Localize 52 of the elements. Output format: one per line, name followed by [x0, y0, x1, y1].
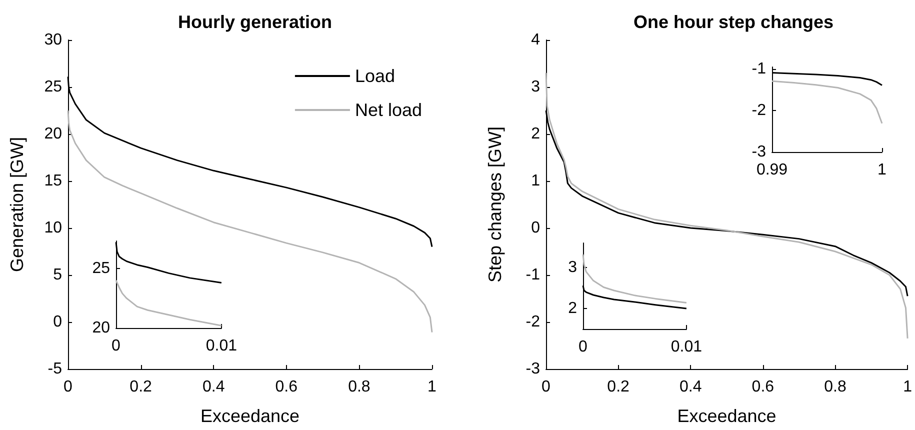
x-tick-label: 0.4: [679, 378, 702, 396]
line-series: [115, 280, 222, 326]
y-tick-label: 2: [531, 126, 540, 142]
y-tick-label: 10: [44, 220, 62, 236]
chart-title: Hourly generation: [178, 12, 332, 32]
y-tick-label: -2: [752, 102, 766, 120]
x-tick-label: 0.2: [130, 378, 152, 396]
y-tick-label: 1: [531, 172, 540, 190]
line-series: [545, 72, 908, 340]
y-tick-label: 20: [92, 320, 110, 336]
x-tick-label: 0.2: [607, 378, 630, 396]
y-tick-label: 15: [44, 172, 62, 190]
x-tick-label: 0.6: [275, 378, 298, 396]
y-tick-label: 20: [44, 126, 62, 142]
y-tick-label: 3: [568, 259, 578, 276]
x-tick-label: 0: [112, 338, 121, 354]
y-tick-label: 4: [531, 32, 540, 48]
y-tick-label: 2: [568, 300, 578, 318]
x-tick-label: 0: [64, 378, 73, 396]
x-tick-label: 0.01: [670, 338, 702, 356]
line-series: [771, 80, 883, 124]
y-tick-label: 25: [92, 260, 110, 277]
y-tick-label: -1: [752, 60, 766, 78]
y-axis-title: Step changes [GW]: [485, 126, 505, 283]
x-tick-label: 0: [578, 338, 588, 356]
y-tick-label: -1: [526, 266, 540, 284]
y-tick-label: 30: [44, 32, 62, 48]
x-tick-label: 1: [428, 378, 437, 396]
x-tick-label: 0.01: [206, 338, 238, 354]
y-axis-title: Generation [GW]: [7, 136, 27, 272]
y-tick-label: -2: [526, 314, 540, 330]
y-tick-label: 3: [531, 78, 540, 96]
chart-title: One hour step changes: [633, 12, 834, 32]
x-tick-label: 0.99: [756, 162, 788, 178]
y-tick-label: -5: [48, 360, 62, 378]
x-axis-title: Exceedance: [200, 406, 300, 426]
legend-label: Load: [354, 66, 396, 86]
y-tick-label: 0: [53, 314, 62, 330]
y-tick-label: 5: [53, 266, 62, 284]
y-tick-label: 25: [44, 78, 62, 96]
x-tick-label: 0.8: [348, 378, 370, 396]
x-tick-label: 0.8: [824, 378, 846, 396]
y-tick-label: -3: [752, 144, 766, 160]
legend-label: Net load: [354, 100, 422, 120]
x-tick-label: 0: [542, 378, 551, 396]
x-tick-label: 0.6: [752, 378, 774, 396]
x-tick-label: 1: [903, 378, 912, 396]
x-axis-title: Exceedance: [677, 406, 776, 426]
y-tick-label: -3: [526, 360, 540, 378]
line-series: [582, 254, 688, 304]
x-tick-label: 0.4: [202, 378, 225, 396]
y-tick-label: 0: [531, 220, 540, 236]
